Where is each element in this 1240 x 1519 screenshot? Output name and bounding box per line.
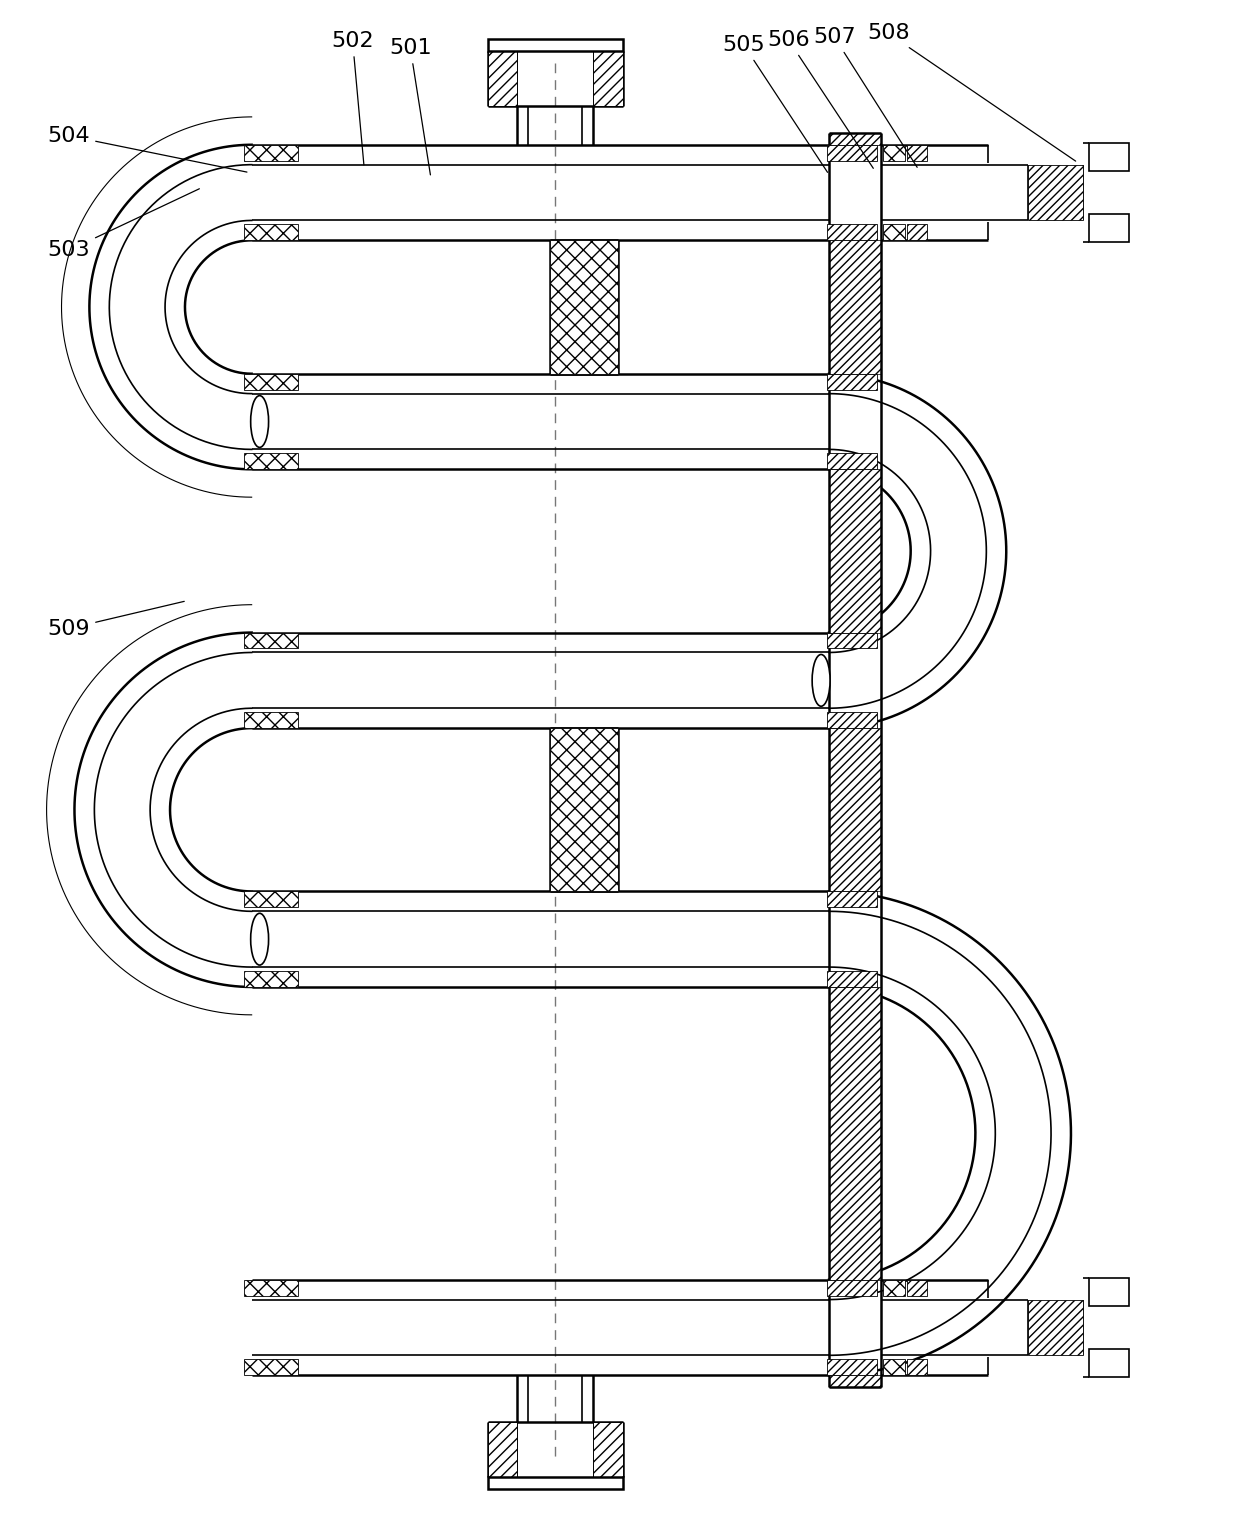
Bar (244, 712, 299, 728)
Text: 502: 502 (331, 32, 374, 166)
Bar (906, 225, 926, 240)
Bar (487, 39, 622, 52)
Bar (244, 632, 299, 649)
Bar (830, 469, 880, 632)
Bar (827, 1360, 877, 1375)
Bar (830, 240, 880, 374)
Bar (906, 144, 926, 161)
Bar (830, 132, 880, 144)
Bar (1028, 164, 1083, 220)
Bar (883, 225, 905, 240)
Text: 507: 507 (813, 27, 918, 167)
Bar (551, 728, 618, 892)
Bar (1089, 1277, 1128, 1305)
Bar (883, 1279, 905, 1296)
Ellipse shape (250, 913, 269, 965)
Text: 506: 506 (768, 30, 873, 169)
Ellipse shape (812, 655, 830, 706)
Text: 503: 503 (47, 188, 200, 260)
Bar (1089, 1349, 1128, 1378)
Ellipse shape (250, 395, 269, 448)
Bar (906, 1279, 926, 1296)
Bar (906, 1360, 926, 1375)
Bar (827, 892, 877, 907)
Bar (827, 374, 877, 390)
Bar (244, 374, 299, 390)
Bar (244, 225, 299, 240)
Bar (827, 144, 877, 161)
Bar (883, 144, 905, 161)
Bar (593, 52, 622, 106)
Text: 508: 508 (867, 23, 1075, 161)
Bar (244, 892, 299, 907)
Bar (487, 52, 517, 106)
Bar (487, 1422, 517, 1476)
Bar (244, 1360, 299, 1375)
Bar (827, 225, 877, 240)
Bar (244, 453, 299, 469)
Text: 505: 505 (723, 35, 827, 172)
Bar (551, 240, 618, 374)
Bar (487, 1476, 622, 1489)
Text: 501: 501 (389, 38, 432, 175)
Bar (1089, 143, 1128, 170)
Bar (830, 987, 880, 1279)
Bar (827, 632, 877, 649)
Bar (244, 971, 299, 987)
Bar (827, 1279, 877, 1296)
Bar (1089, 214, 1128, 243)
Bar (827, 453, 877, 469)
Bar (827, 712, 877, 728)
Bar (830, 1375, 880, 1387)
Bar (883, 1360, 905, 1375)
Bar (1028, 1300, 1083, 1355)
Bar (244, 1279, 299, 1296)
Text: 504: 504 (47, 126, 247, 172)
Bar (593, 1422, 622, 1476)
Bar (830, 728, 880, 892)
Bar (827, 971, 877, 987)
Bar (244, 144, 299, 161)
Text: 509: 509 (47, 602, 185, 638)
